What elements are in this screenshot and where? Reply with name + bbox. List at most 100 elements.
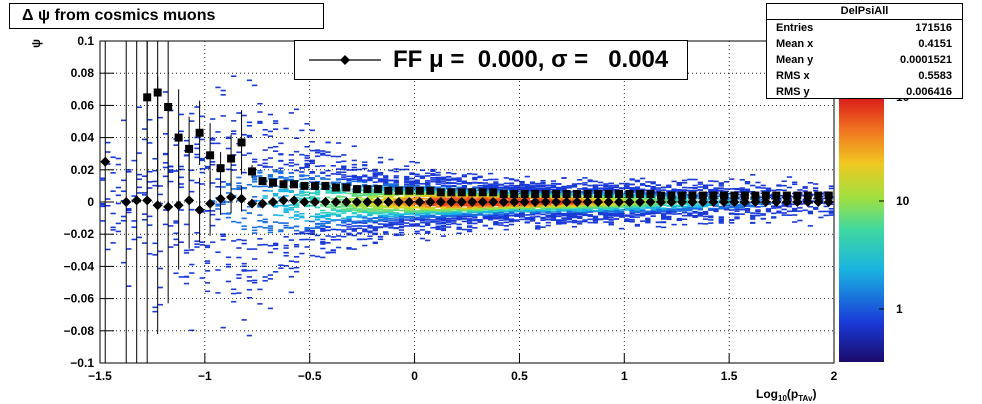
heatmap-cell <box>660 213 667 215</box>
heatmap-cell <box>629 218 635 221</box>
heatmap-cell <box>498 222 504 224</box>
heatmap-cell <box>519 203 525 206</box>
heatmap-cell <box>362 181 368 184</box>
heatmap-cell <box>278 153 284 156</box>
heatmap-cell <box>257 185 263 188</box>
heatmap-cell <box>556 198 562 201</box>
heatmap-cell <box>335 224 342 226</box>
heatmap-cell <box>587 208 593 211</box>
heatmap-cell <box>566 210 572 213</box>
heatmap-cell <box>273 170 279 173</box>
heatmap-cell <box>498 213 504 216</box>
heatmap-cell <box>351 222 357 224</box>
heatmap-cell <box>299 178 305 181</box>
heatmap-cell <box>372 226 378 228</box>
heatmap-cell <box>619 213 625 215</box>
heatmap-cell <box>425 207 431 210</box>
heatmap-cell <box>550 212 557 214</box>
heatmap-cell <box>168 246 174 248</box>
heatmap-cell <box>629 209 635 212</box>
heatmap-cell <box>687 206 693 208</box>
heatmap-cell <box>608 209 614 212</box>
heatmap-cell <box>514 215 520 218</box>
heatmap-cell <box>383 182 389 185</box>
heatmap-cell <box>252 161 258 163</box>
heatmap-cell <box>529 186 536 188</box>
heatmap-cell <box>456 177 462 179</box>
heatmap-cell <box>435 187 441 190</box>
heatmap-cell <box>702 205 709 208</box>
heatmap-cell <box>189 179 195 182</box>
heatmap-cell <box>147 252 153 255</box>
heatmap-cell <box>592 188 599 191</box>
heatmap-cell <box>215 178 221 180</box>
heatmap-cell <box>529 220 536 222</box>
heatmap-cell <box>383 212 389 214</box>
heatmap-cell <box>477 207 483 210</box>
heatmap-cell <box>629 216 635 218</box>
heatmap-cell <box>561 203 567 206</box>
heatmap-cell <box>425 197 431 200</box>
heatmap-cell <box>204 262 211 264</box>
heatmap-cell <box>540 185 546 188</box>
heatmap-cell <box>687 189 693 192</box>
heatmap-cell <box>341 229 347 231</box>
heatmap-cell <box>739 179 745 181</box>
heatmap-cell <box>356 208 363 210</box>
heatmap-cell <box>231 164 237 166</box>
heatmap-cell <box>335 142 342 144</box>
heatmap-cell <box>461 186 467 188</box>
heatmap-cell <box>587 221 593 224</box>
heatmap-cell <box>372 172 378 174</box>
heatmap-cell <box>210 224 216 227</box>
heatmap-cell <box>325 229 331 232</box>
heatmap-cell <box>645 198 651 200</box>
heatmap-cell <box>419 225 426 228</box>
heatmap-cell <box>446 178 452 181</box>
heatmap-cell <box>650 208 656 211</box>
heatmap-cell <box>383 183 389 186</box>
heatmap-cell <box>309 160 315 163</box>
heatmap-cell <box>613 198 620 200</box>
heatmap-cell <box>341 230 347 233</box>
heatmap-cell <box>503 221 509 224</box>
heatmap-cell <box>178 165 184 168</box>
heatmap-cell <box>550 214 557 217</box>
heatmap-cell <box>540 198 546 201</box>
heatmap-cell <box>535 225 541 227</box>
heatmap-cell <box>493 222 499 224</box>
heatmap-cell <box>210 241 216 244</box>
heatmap-cell <box>299 194 305 197</box>
heatmap-cell <box>540 226 546 228</box>
heatmap-cell <box>472 211 478 214</box>
heatmap-cell <box>304 157 310 159</box>
heatmap-cell <box>503 203 509 206</box>
heatmap-cell <box>608 215 614 217</box>
heatmap-cell <box>367 235 373 238</box>
heatmap-cell <box>314 255 321 258</box>
heatmap-cell <box>708 222 714 224</box>
heatmap-cell <box>729 209 735 211</box>
heatmap-cell <box>267 307 274 310</box>
heatmap-cell <box>236 247 242 249</box>
heatmap-cell <box>293 229 300 232</box>
heatmap-cell <box>446 208 452 210</box>
heatmap-cell <box>152 184 158 187</box>
heatmap-cell <box>508 186 515 188</box>
heatmap-cell <box>629 204 635 206</box>
heatmap-cell <box>634 186 641 188</box>
heatmap-cell <box>241 239 247 242</box>
heatmap-cell <box>173 272 179 275</box>
heatmap-cell <box>194 246 200 248</box>
heatmap-cell <box>409 219 415 221</box>
heatmap-cell <box>624 204 630 206</box>
heatmap-cell <box>262 185 268 188</box>
heatmap-cell <box>645 219 651 222</box>
heatmap-cell <box>650 211 656 214</box>
heatmap-cell <box>278 172 284 175</box>
heatmap-cell <box>550 185 557 188</box>
heatmap-cell <box>356 221 363 224</box>
heatmap-cell <box>335 178 342 180</box>
heatmap-cell <box>503 185 509 188</box>
heatmap-cell <box>702 184 709 187</box>
